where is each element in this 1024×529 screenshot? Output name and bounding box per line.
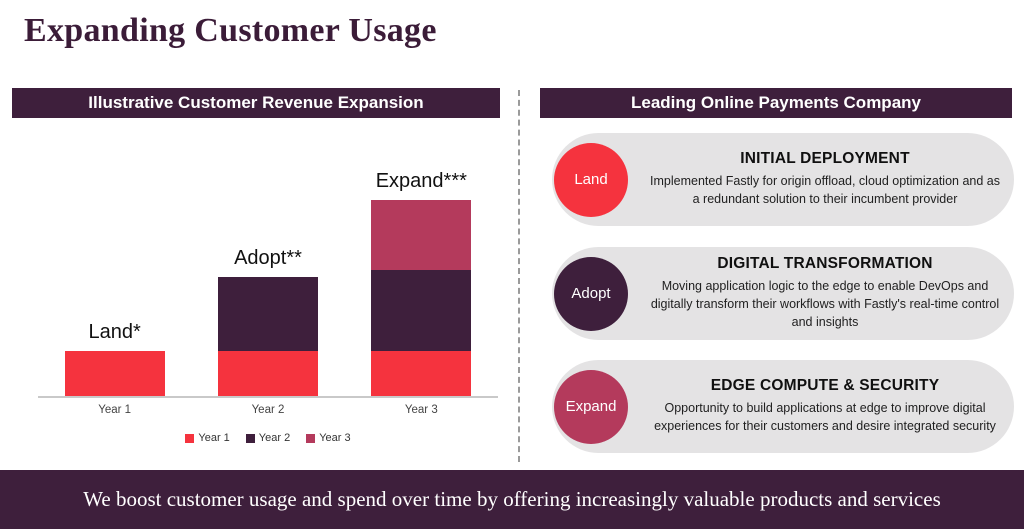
page-title: Expanding Customer Usage <box>24 12 437 49</box>
adopt-heading: DIGITAL TRANSFORMATION <box>717 255 933 273</box>
right-panel-header: Leading Online Payments Company <box>540 88 1012 118</box>
adopt-body: Moving application logic to the edge to … <box>650 279 1000 329</box>
list-item-land: Land INITIAL DEPLOYMENT Implemented Fast… <box>552 133 1014 226</box>
legend-swatch-year-3 <box>306 433 316 443</box>
bar-segment-year-1 <box>217 351 318 396</box>
land-content: INITIAL DEPLOYMENT Implemented Fastly fo… <box>648 133 1002 226</box>
legend-item-year-3: Year 3 <box>306 432 351 444</box>
bar-year-1: Land* <box>64 321 165 396</box>
bar-segment-year-1 <box>64 351 165 396</box>
dashed-divider <box>518 90 520 462</box>
bar-label-adopt-: Adopt** <box>234 247 302 269</box>
expand-badge: Expand <box>554 369 628 444</box>
chart-plot-area: Land* Adopt** Expand*** <box>38 158 498 398</box>
bar-label-expand-: Expand*** <box>375 170 467 192</box>
left-panel-header: Illustrative Customer Revenue Expansion <box>12 88 500 118</box>
expand-heading: EDGE COMPUTE & SECURITY <box>710 377 940 395</box>
legend-label: Year 3 <box>319 432 351 444</box>
takeaway-banner: We boost customer usage and spend over t… <box>0 470 1024 529</box>
bar-segment-year-3 <box>371 200 472 270</box>
bar-year-2: Adopt** <box>217 247 318 396</box>
legend-label: Year 1 <box>198 432 230 444</box>
bar-segment-year-1 <box>371 351 472 396</box>
bar-segment-year-2 <box>371 270 472 351</box>
x-tick-year-2: Year 2 <box>251 404 285 416</box>
x-tick-year-3: Year 3 <box>404 404 438 416</box>
land-heading: INITIAL DEPLOYMENT <box>740 150 910 168</box>
adopt-badge: Adopt <box>554 256 628 331</box>
bar-segment-year-2 <box>217 277 318 351</box>
list-item-expand: Expand EDGE COMPUTE & SECURITY Opportuni… <box>552 360 1014 453</box>
legend-item-year-1: Year 1 <box>185 432 230 444</box>
x-tick-year-1: Year 1 <box>98 404 132 416</box>
legend-label: Year 2 <box>258 432 291 444</box>
chart-legend: Year 1 Year 2 Year 3 <box>38 432 498 444</box>
bar-label-land-: Land* <box>88 321 141 343</box>
chart-x-axis: Year 1 Year 2 Year 3 <box>38 404 498 416</box>
legend-swatch-year-2 <box>245 433 255 443</box>
legend-item-year-2: Year 2 <box>245 432 291 444</box>
adopt-content: DIGITAL TRANSFORMATION Moving applicatio… <box>648 247 1002 340</box>
revenue-expansion-chart: Land* Adopt** Expand*** Year 1 Year 2 Year 3… <box>38 158 498 444</box>
expand-body: Opportunity to build applications at edg… <box>654 401 996 433</box>
legend-swatch-year-1 <box>185 433 195 443</box>
bar-year-3: Expand*** <box>371 170 472 396</box>
land-body: Implemented Fastly for origin offload, c… <box>650 174 1000 206</box>
expand-content: EDGE COMPUTE & SECURITY Opportunity to b… <box>648 360 1002 453</box>
land-badge: Land <box>554 142 628 217</box>
list-item-adopt: Adopt DIGITAL TRANSFORMATION Moving appl… <box>552 247 1014 340</box>
